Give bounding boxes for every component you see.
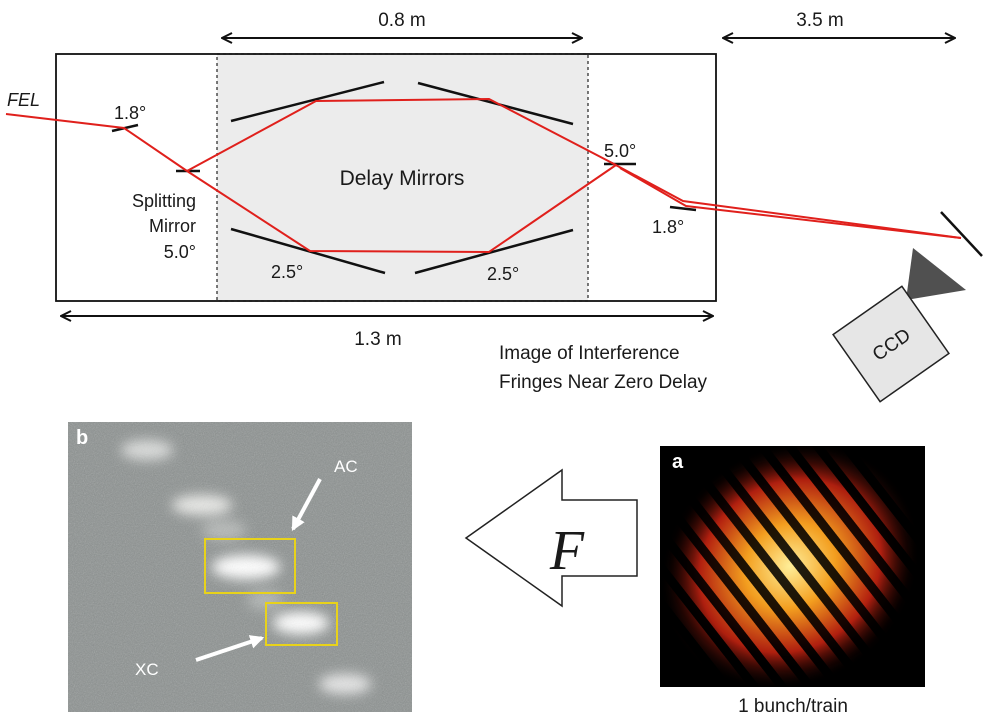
xc-label: XC bbox=[135, 660, 159, 679]
splitting-label-line1: Splitting bbox=[132, 191, 196, 211]
delay-length-label: 0.8 m bbox=[378, 10, 426, 31]
ac-label: AC bbox=[334, 457, 358, 476]
exit-mirror-bottom bbox=[669, 205, 697, 212]
beam-path-upper bbox=[186, 97, 617, 172]
ccd-mirror bbox=[940, 211, 983, 257]
fel-input-beam bbox=[5, 113, 188, 172]
ac-pointer-arrow bbox=[291, 478, 322, 532]
delay-mirror-right-angle: 2.5° bbox=[487, 264, 519, 284]
fel-label: FEL bbox=[7, 90, 40, 110]
fringe-caption-line2: Fringes Near Zero Delay bbox=[499, 372, 708, 393]
delay-mirror-top-left bbox=[230, 80, 385, 123]
panel-b: b AC XC bbox=[68, 422, 412, 712]
ac-roi-box bbox=[204, 538, 296, 594]
setup-diagram: 0.8 m 3.5 m 1.3 m FEL 1.8° Delay Mirrors… bbox=[5, 10, 983, 403]
ccd-lens bbox=[906, 248, 966, 300]
total-length-label: 1.3 m bbox=[354, 329, 402, 350]
output-beam-2 bbox=[619, 167, 962, 239]
xc-roi-box bbox=[265, 602, 338, 646]
panel-b-letter: b bbox=[76, 427, 88, 449]
delay-mirror-left-angle: 2.5° bbox=[271, 262, 303, 282]
entry-mirror-angle: 1.8° bbox=[114, 103, 146, 123]
delay-mirror-bottom-left bbox=[230, 227, 386, 275]
beam-path-lower bbox=[186, 164, 617, 254]
fringe-caption-line1: Image of Interference bbox=[499, 343, 680, 364]
xc-pointer-arrow bbox=[195, 635, 265, 662]
exit-mirror-bottom-angle: 1.8° bbox=[652, 217, 684, 237]
exit-mirror-top-angle: 5.0° bbox=[604, 141, 636, 161]
ccd-distance-label: 3.5 m bbox=[796, 10, 844, 31]
panel-a-letter: a bbox=[672, 451, 684, 473]
ccd-camera: CCD bbox=[832, 285, 950, 403]
transform-symbol: F bbox=[549, 520, 585, 582]
fourier-transform-arrow: F bbox=[464, 468, 638, 608]
splitting-label-line2: Mirror bbox=[149, 216, 196, 236]
outer-chamber-box bbox=[55, 53, 717, 302]
panel-a: a 1 bunch/train bbox=[660, 446, 925, 717]
output-beam-1 bbox=[611, 162, 962, 239]
delay-section-box bbox=[216, 53, 589, 302]
splitting-mirror-angle: 5.0° bbox=[164, 242, 196, 262]
delay-mirror-bottom-right bbox=[414, 228, 574, 275]
delay-mirrors-label: Delay Mirrors bbox=[340, 167, 465, 190]
panel-a-caption: 1 bunch/train bbox=[738, 696, 848, 717]
